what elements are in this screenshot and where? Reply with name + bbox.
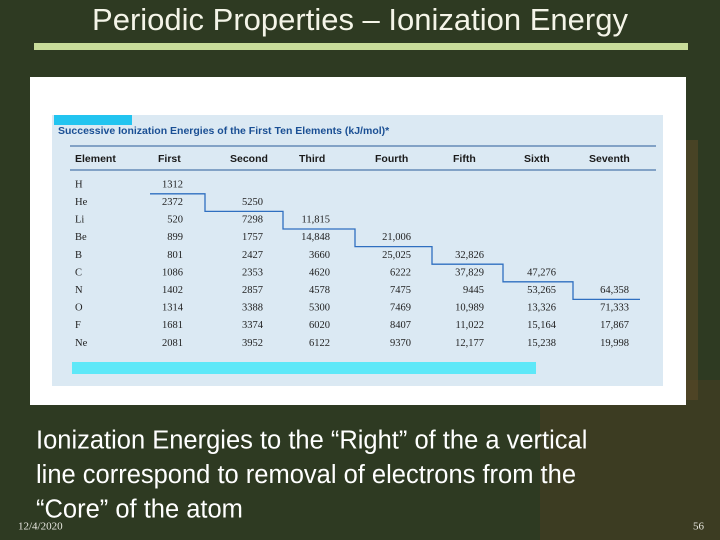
column-header: Fourth: [375, 153, 408, 165]
energy-cell: 2353: [242, 267, 263, 278]
column-header: Third: [299, 153, 325, 165]
column-header: Sixth: [524, 153, 550, 165]
energy-cell: 1086: [162, 267, 183, 278]
energy-cell: 15,164: [527, 320, 557, 331]
energy-cell: 14,848: [301, 232, 330, 243]
energy-cell: 37,829: [455, 267, 484, 278]
energy-cell: 899: [167, 232, 183, 243]
energy-cell: 21,006: [382, 232, 411, 243]
element-cell: C: [75, 267, 82, 278]
energy-cell: 1402: [162, 285, 183, 296]
element-cell: F: [75, 320, 81, 331]
energy-cell: 53,265: [527, 285, 556, 296]
slide-title: Periodic Properties – Ionization Energy: [92, 2, 628, 37]
page-number: 56: [693, 521, 705, 533]
column-header: First: [158, 153, 181, 165]
element-cell: He: [75, 197, 88, 208]
energy-cell: 19,998: [600, 338, 629, 349]
column-header: Second: [230, 153, 268, 165]
energy-cell: 7469: [390, 303, 411, 314]
energy-cell: 2081: [162, 338, 183, 349]
energy-cell: 13,326: [527, 303, 556, 314]
energy-cell: 9445: [463, 285, 484, 296]
energy-cell: 12,177: [455, 338, 484, 349]
energy-cell: 1681: [162, 320, 183, 331]
column-header: Fifth: [453, 153, 476, 165]
element-cell: Be: [75, 232, 87, 243]
element-cell: Li: [75, 215, 84, 226]
energy-cell: 7475: [390, 285, 411, 296]
energy-cell: 801: [167, 250, 183, 261]
column-header: Seventh: [589, 153, 630, 165]
date: 12/4/2020: [18, 521, 63, 533]
energy-cell: 1314: [162, 303, 184, 314]
energy-cell: 4620: [309, 267, 330, 278]
energy-cell: 17,867: [600, 320, 629, 331]
energy-cell: 3374: [242, 320, 264, 331]
energy-cell: 520: [167, 215, 183, 226]
table-caption: Successive Ionization Energies of the Fi…: [58, 125, 390, 137]
column-header: Element: [75, 153, 116, 165]
energy-cell: 2372: [162, 197, 183, 208]
accent-bar: [54, 115, 132, 125]
energy-cell: 11,022: [456, 320, 485, 331]
energy-cell: 32,826: [455, 250, 484, 261]
energy-cell: 5300: [309, 303, 330, 314]
element-cell: N: [75, 285, 83, 296]
scale-decoration: [686, 140, 698, 400]
body-text: line correspond to removal of electrons …: [36, 461, 576, 489]
energy-cell: 1757: [242, 232, 263, 243]
energy-cell: 3952: [242, 338, 263, 349]
energy-cell: 8407: [390, 320, 411, 331]
energy-cell: 6222: [390, 267, 411, 278]
energy-cell: 5250: [242, 197, 263, 208]
energy-cell: 47,276: [527, 267, 556, 278]
energy-cell: 6122: [309, 338, 330, 349]
energy-cell: 71,333: [600, 303, 629, 314]
title-rule: [34, 43, 688, 50]
accent-bar: [72, 362, 536, 374]
energy-cell: 3388: [242, 303, 263, 314]
element-cell: H: [75, 179, 83, 190]
energy-cell: 9370: [390, 338, 411, 349]
energy-cell: 6020: [309, 320, 330, 331]
energy-cell: 3660: [309, 250, 330, 261]
scale-decoration: [540, 380, 720, 540]
energy-cell: 11,815: [302, 215, 331, 226]
energy-cell: 10,989: [455, 303, 484, 314]
energy-cell: 4578: [309, 285, 330, 296]
body-text: “Core” of the atom: [36, 496, 243, 524]
element-cell: Ne: [75, 338, 88, 349]
energy-cell: 7298: [242, 215, 263, 226]
energy-cell: 2427: [242, 250, 263, 261]
element-cell: B: [75, 250, 82, 261]
body-text: Ionization Energies to the “Right” of th…: [36, 427, 587, 455]
energy-cell: 1312: [162, 179, 183, 190]
core-boundary: [150, 193, 640, 301]
energy-cell: 2857: [242, 285, 263, 296]
energy-cell: 25,025: [382, 250, 411, 261]
energy-cell: 15,238: [527, 338, 556, 349]
element-cell: O: [75, 303, 83, 314]
table-background: [52, 115, 663, 386]
energy-cell: 64,358: [600, 285, 629, 296]
